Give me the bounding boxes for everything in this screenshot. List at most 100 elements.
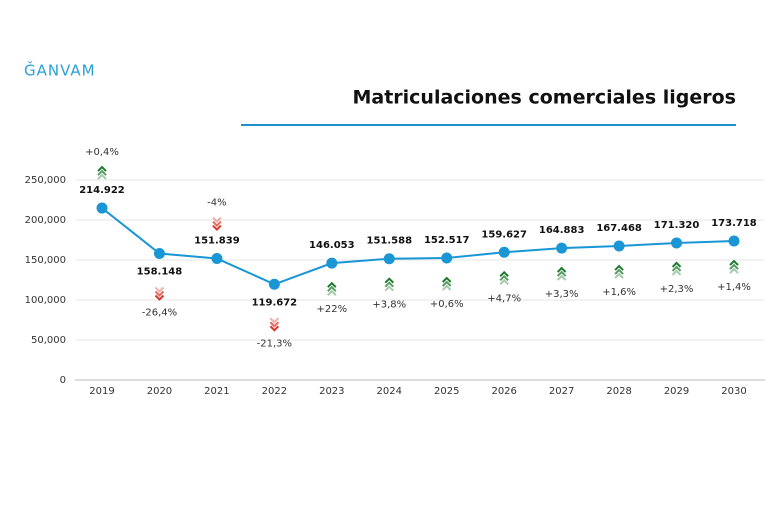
- change-label: +3,8%: [372, 300, 406, 311]
- change-label: +0,6%: [430, 299, 464, 310]
- chevron: [327, 289, 337, 296]
- change-arrow: [269, 317, 280, 332]
- value-label: 159.627: [481, 229, 527, 240]
- chevron: [729, 267, 739, 274]
- change-arrow: [97, 165, 107, 180]
- x-tick-label: 2020: [147, 386, 172, 397]
- chevron: [499, 278, 509, 286]
- change-arrow: [499, 270, 509, 286]
- chevron: [442, 276, 452, 283]
- x-tick-label: 2029: [664, 386, 689, 397]
- x-tick-label: 2025: [434, 386, 459, 397]
- chevron: [269, 321, 280, 328]
- chevron: [671, 269, 682, 276]
- value-label: 164.883: [539, 225, 585, 236]
- chevron: [556, 270, 567, 277]
- point: [153, 247, 165, 259]
- value-label: 151.588: [366, 236, 412, 247]
- x-tick-label: 2027: [549, 386, 574, 397]
- change-label: +3,3%: [545, 289, 579, 300]
- chart-title: Matriculaciones comerciales ligeros: [352, 87, 736, 109]
- chevron: [327, 281, 337, 288]
- point: [556, 242, 568, 254]
- value-label: 146.053: [309, 240, 355, 251]
- chevron: [442, 280, 452, 287]
- chevron: [499, 274, 509, 282]
- y-tick-label: 200,000: [25, 215, 66, 226]
- point: [728, 235, 740, 247]
- change-arrow: [154, 286, 165, 301]
- change-arrow: [556, 266, 567, 281]
- chevron: [269, 317, 280, 324]
- x-tick-label: 2026: [491, 386, 516, 397]
- value-label: 167.468: [596, 223, 642, 234]
- value-label: 214.922: [79, 185, 125, 196]
- chevron: [614, 264, 624, 271]
- change-arrow: [212, 216, 222, 231]
- chevron: [384, 281, 394, 288]
- change-arrow: [384, 277, 394, 292]
- point: [268, 278, 280, 290]
- line: [101, 207, 735, 286]
- chevron: [97, 173, 107, 180]
- change-label: -4%: [207, 198, 226, 209]
- chevron: [97, 169, 107, 176]
- change-label: +22%: [317, 304, 348, 315]
- change-label: +1,4%: [717, 282, 751, 293]
- value-label: 158.148: [137, 266, 183, 277]
- change-label: +0,4%: [85, 147, 119, 158]
- value-label: 119.672: [252, 297, 298, 308]
- x-tick-label: 2028: [606, 386, 631, 397]
- chevron: [729, 263, 739, 270]
- chevron: [212, 220, 222, 227]
- point: [383, 253, 395, 265]
- chevron: [384, 277, 394, 284]
- logo: ǦANVAM: [24, 61, 96, 80]
- y-tick-label: 100,000: [25, 295, 66, 306]
- chevron: [614, 272, 624, 279]
- x-tick-label: 2030: [721, 386, 746, 397]
- chevron: [97, 165, 107, 172]
- change-label: +1,6%: [602, 287, 636, 298]
- change-arrow: [729, 259, 739, 274]
- chevron: [556, 274, 567, 281]
- value-label: 171.320: [654, 220, 700, 231]
- chevron: [499, 270, 509, 278]
- chevron: [154, 290, 165, 297]
- change-arrow: [671, 261, 682, 276]
- point: [441, 252, 453, 264]
- chevron: [154, 286, 165, 293]
- point: [211, 253, 223, 265]
- x-tick-label: 2021: [204, 386, 229, 397]
- x-tick-label: 2024: [377, 386, 402, 397]
- chevron: [671, 265, 682, 272]
- chevron: [269, 325, 280, 332]
- change-label: -21,3%: [257, 338, 292, 349]
- chevron: [212, 224, 222, 231]
- change-label: -26,4%: [142, 307, 177, 318]
- change-label: +2,3%: [660, 284, 694, 295]
- x-tick-label: 2019: [89, 386, 114, 397]
- chevron: [327, 285, 337, 292]
- chevron: [384, 285, 394, 292]
- chevron: [671, 261, 682, 268]
- change-arrow: [327, 281, 337, 296]
- point: [613, 240, 625, 252]
- value-label: 151.839: [194, 236, 240, 247]
- point: [326, 257, 338, 269]
- change-arrow: [442, 276, 452, 291]
- value-label: 173.718: [711, 218, 757, 229]
- x-tick-label: 2023: [319, 386, 344, 397]
- chevron: [614, 268, 624, 275]
- change-arrow: [614, 264, 624, 279]
- y-tick-label: 0: [60, 375, 66, 386]
- chevron: [154, 294, 165, 301]
- y-tick-label: 250,000: [25, 175, 66, 186]
- value-label: 152.517: [424, 235, 470, 246]
- chevron: [212, 216, 222, 223]
- point: [96, 202, 108, 214]
- change-label: +4,7%: [487, 293, 521, 304]
- point: [671, 237, 683, 249]
